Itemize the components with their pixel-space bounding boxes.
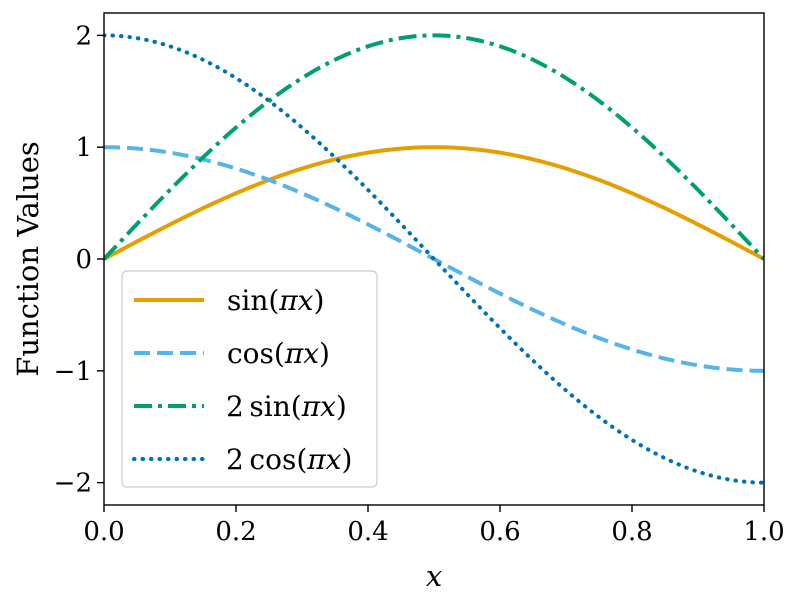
- x-tick-label: 1.0: [743, 517, 784, 547]
- x-tick-label: 0.6: [479, 517, 520, 547]
- series-line-3: [104, 33, 764, 261]
- y-tick-label: 0: [75, 245, 92, 275]
- y-tick-label: −1: [54, 357, 92, 387]
- y-tick-label: 2: [75, 21, 92, 51]
- x-tick-label: 0.8: [611, 517, 652, 547]
- legend: sin(πx) cos(πx) 2 sin(πx) 2 cos(πx): [121, 270, 378, 488]
- legend-label: 2 sin(πx): [226, 390, 347, 423]
- legend-item: 2 cos(πx): [132, 443, 352, 476]
- legend-label: 2 cos(πx): [226, 443, 352, 476]
- x-axis-ticks: 0.0 0.2 0.4 0.6 0.8 1.0: [83, 505, 785, 547]
- x-tick-label: 0.0: [83, 517, 124, 547]
- series-line-4: [104, 33, 764, 485]
- x-axis-label: x: [426, 559, 442, 593]
- series-layer: [104, 33, 764, 485]
- legend-item: 2 sin(πx): [134, 390, 347, 423]
- y-tick-label: 1: [75, 133, 92, 163]
- y-axis-label: Function Values: [11, 141, 45, 377]
- series-line-1: [104, 145, 764, 261]
- y-axis-ticks: −2 −1 0 1 2: [54, 21, 104, 499]
- legend-box: [121, 270, 378, 488]
- y-tick-label: −2: [54, 469, 92, 499]
- x-tick-label: 0.4: [347, 517, 388, 547]
- legend-item: sin(πx): [134, 284, 324, 317]
- legend-label: cos(πx): [227, 337, 330, 370]
- legend-label: sin(πx): [227, 284, 324, 317]
- legend-item: cos(πx): [134, 337, 330, 370]
- x-tick-label: 0.2: [215, 517, 256, 547]
